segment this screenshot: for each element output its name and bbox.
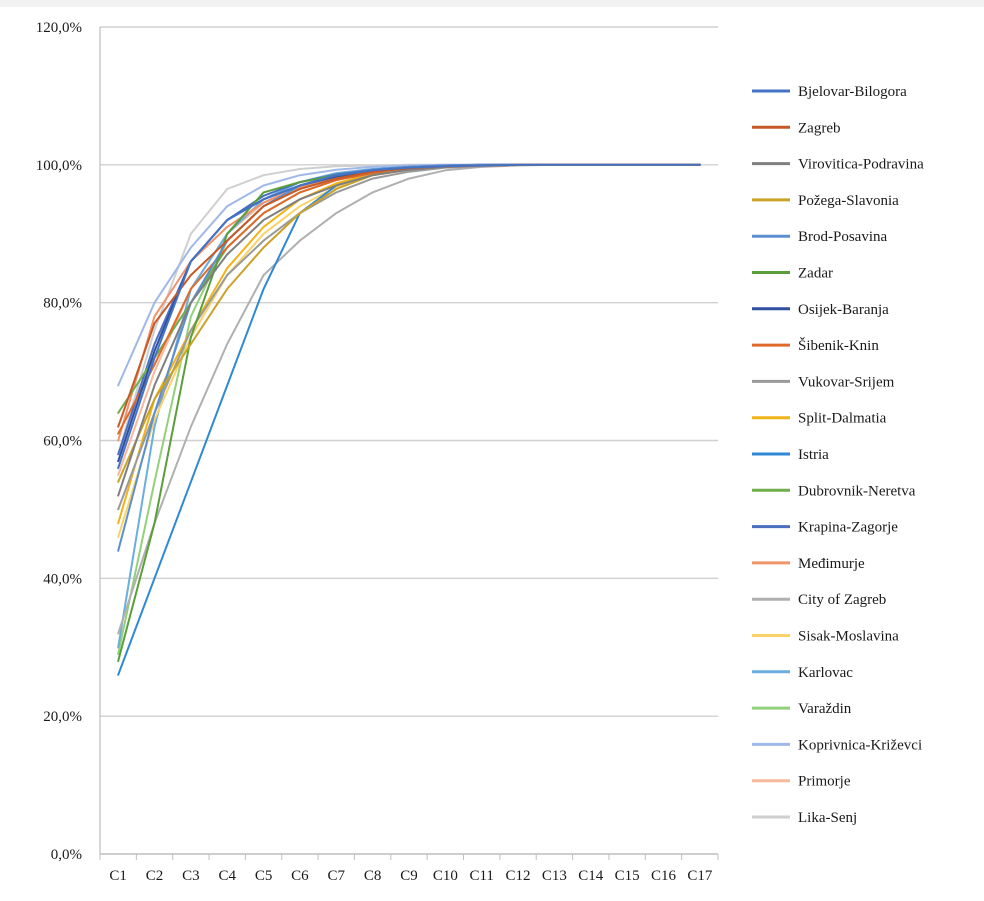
legend: Bjelovar-Bilogora Zagreb Virovitica-Podrav… [752,84,924,826]
x-tick-label: C15 [615,868,640,884]
x-tick-label: C9 [400,868,418,884]
legend-label: Zadar [798,266,833,282]
x-tick-label: C14 [578,868,604,884]
series-line-city-of-zagreb [117,163,701,635]
legend-label: Istria [798,447,829,463]
axes: 0,0% 20,0% 40,0% 60,0% 80,0% 100,0% 120,0% C1 C2… [36,20,719,884]
series-line-primorje [117,163,701,476]
series-line-koprivnica-kri-evci [117,163,701,387]
legend-label: Varaždin [798,701,852,717]
x-tick-label: C1 [109,868,127,884]
series-line-istria [117,163,701,676]
series-line-brod-posavina [117,163,701,552]
y-tick-label: 40,0% [43,571,82,587]
y-tick-label: 80,0% [43,296,82,312]
legend-label: Šibenik-Knin [798,337,879,354]
series-line-bjelovar-bilogora [117,163,701,470]
legend-label: Vukovar-Srijem [798,374,895,390]
y-tick-label: 120,0% [36,20,82,36]
x-tick-label: C12 [506,868,531,884]
x-tick-label: C16 [651,868,677,884]
x-tick-label: C4 [218,868,236,884]
legend-label: Brod-Posavina [798,229,888,245]
legend-label: Osijek-Baranja [798,302,889,318]
legend-label: Bjelovar-Bilogora [798,84,907,100]
x-tick-label: C8 [364,868,382,884]
y-tick-label: 20,0% [43,709,82,725]
legend-label: Primorje [798,774,851,790]
series-line-zadar [117,163,701,662]
series-line-sisak-moslavina [117,163,701,538]
legend-label: City of Zagreb [798,592,886,608]
x-tick-label: C10 [433,868,458,884]
series-line-split-dalmatia [117,163,701,525]
legend-label: Zagreb [798,120,840,136]
legend-label: Dubrovnik-Neretva [798,483,916,499]
y-tick-label: 100,0% [36,158,82,174]
y-tick-label: 60,0% [43,434,82,450]
x-tick-label: C6 [291,868,309,884]
legend-label: Krapina-Zagorje [798,520,898,536]
legend-label: Požega-Slavonia [798,193,899,209]
y-tick-label: 0,0% [51,847,82,863]
series-line-vara-din [117,163,701,656]
x-tick-label: C2 [146,868,164,884]
series-line-karlovac [117,163,701,649]
gridlines [100,26,718,855]
legend-label: Sisak-Moslavina [798,629,899,645]
x-tick-label: C13 [542,868,567,884]
top-clipped-strip [0,0,984,7]
legend-label: Lika-Senj [798,810,857,826]
x-tick-label: C11 [469,868,493,884]
legend-label: Koprivnica-Križevci [798,737,922,753]
x-tick-label: C17 [687,868,713,884]
series-line-dubrovnik-neretva [117,163,701,414]
series-lines [117,163,701,676]
x-tick-label: C3 [182,868,200,884]
x-tick-label: C5 [255,868,273,884]
legend-label: Karlovac [798,665,853,681]
legend-label: Međimurje [798,556,865,572]
series-line-po-ega-slavonia [117,163,701,483]
legend-label: Virovitica-Podravina [798,157,924,173]
x-tick-label: C7 [328,868,346,884]
legend-label: Split-Dalmatia [798,411,887,427]
